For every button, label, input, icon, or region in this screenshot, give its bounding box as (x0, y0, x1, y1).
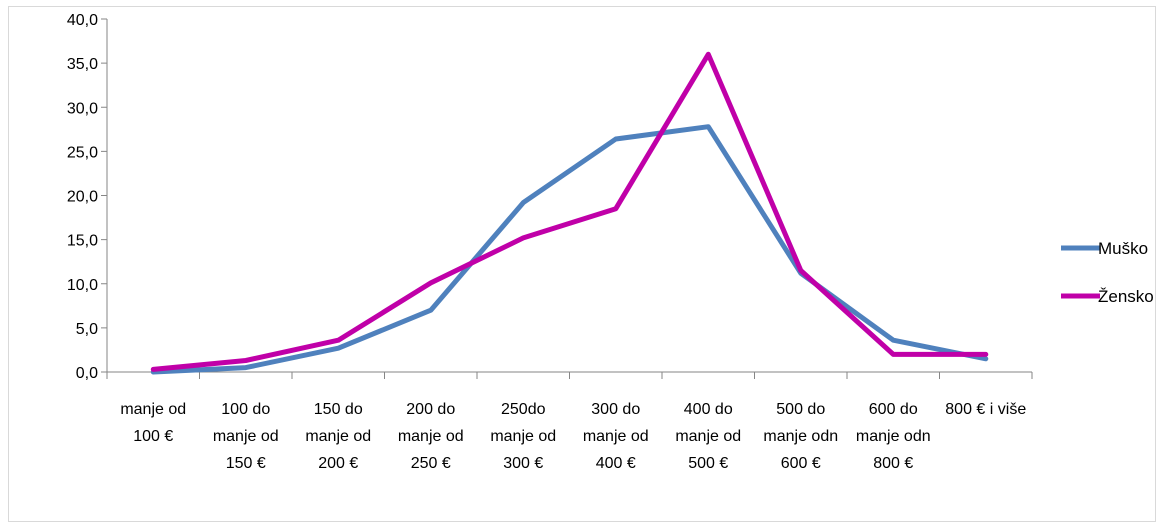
data-point (522, 236, 525, 239)
series-line-2 (153, 54, 986, 369)
data-point (984, 357, 987, 360)
chart-axes: 0,0 5,0 10,0 15,0 20,0 25,0 30,0 35,0 40,0 manje … (67, 12, 1032, 472)
x-tick-label: 400 do manje od 500 € (675, 401, 741, 472)
data-point (614, 138, 617, 141)
series-lines (152, 53, 988, 374)
y-tick-label: 35,0 (67, 56, 98, 73)
data-point (892, 339, 895, 342)
data-point (614, 207, 617, 210)
x-tick-label: 500 do manje odn 600 € (763, 401, 838, 472)
data-point (892, 353, 895, 356)
y-tick-label: 25,0 (67, 144, 98, 161)
x-tick-label: 800 € i više (945, 401, 1026, 418)
data-point (429, 309, 432, 312)
x-tick-label: 200 do manje od 250 € (398, 401, 464, 472)
data-point (337, 339, 340, 342)
y-tick-label: 30,0 (67, 100, 98, 117)
legend-label: Muško (1098, 239, 1148, 258)
y-tick-label: 10,0 (67, 277, 98, 294)
data-point (244, 366, 247, 369)
chart-legend: Muško Žensko (1061, 239, 1154, 306)
y-tick-label: 0,0 (76, 365, 98, 382)
y-tick-label: 20,0 (67, 189, 98, 206)
x-tick-label: manje od 100 € (120, 401, 186, 445)
x-tick-label: 250do manje od 300 € (490, 401, 556, 472)
legend-label: Žensko (1098, 287, 1154, 306)
x-tick-label: 150 do manje od 200 € (305, 401, 371, 472)
data-point (707, 53, 710, 56)
data-point (429, 281, 432, 284)
y-tick-label: 15,0 (67, 233, 98, 250)
data-point (152, 368, 155, 371)
x-tick-label: 300 do manje od 400 € (583, 401, 649, 472)
data-point (244, 359, 247, 362)
y-tick-label: 5,0 (76, 321, 98, 338)
data-point (984, 353, 987, 356)
data-point (707, 125, 710, 128)
x-tick-label: 100 do manje od 150 € (213, 401, 279, 472)
data-point (799, 269, 802, 272)
x-tick-label: 600 do manje odn 800 € (856, 401, 931, 472)
y-tick-label: 40,0 (67, 12, 98, 29)
data-point (337, 347, 340, 350)
data-point (522, 201, 525, 204)
series-line-1 (153, 127, 986, 372)
